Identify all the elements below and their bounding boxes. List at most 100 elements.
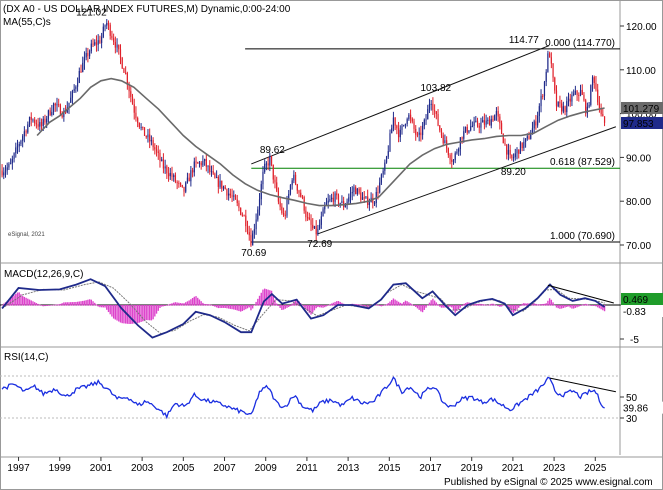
candle-body bbox=[125, 72, 127, 74]
macd-histogram-bar bbox=[231, 305, 233, 310]
macd-trendline bbox=[547, 284, 614, 304]
macd-histogram-bar bbox=[140, 305, 142, 322]
macd-histogram-bar bbox=[305, 305, 307, 310]
candle-body bbox=[399, 129, 401, 138]
candle-body bbox=[59, 105, 62, 116]
macd-histogram-bar bbox=[545, 303, 547, 306]
macd-histogram-bar bbox=[596, 305, 599, 308]
macd-histogram-bar bbox=[197, 297, 199, 306]
macd-histogram-bar bbox=[485, 304, 487, 306]
macd-histogram-bar bbox=[550, 299, 553, 306]
macd-histogram-bar bbox=[54, 304, 56, 306]
macd-histogram-bar bbox=[437, 304, 439, 306]
x-tick-label: 2019 bbox=[461, 463, 484, 474]
macd-histogram-bar bbox=[329, 304, 331, 306]
macd-histogram-bar bbox=[40, 305, 43, 306]
candle-body bbox=[500, 123, 503, 134]
macd-histogram-bar bbox=[260, 292, 262, 306]
candle-body bbox=[70, 97, 72, 103]
candle-body bbox=[600, 108, 602, 115]
candle-body bbox=[404, 123, 407, 125]
candle-body bbox=[322, 209, 324, 217]
candle-body bbox=[102, 26, 104, 37]
candle-body bbox=[444, 140, 446, 144]
candle-body bbox=[305, 210, 307, 218]
candle-body bbox=[597, 89, 599, 103]
candle-body bbox=[171, 172, 173, 177]
candle-body bbox=[56, 104, 58, 106]
candle-body bbox=[521, 142, 523, 149]
candle-body bbox=[409, 114, 412, 119]
macd-histogram-bar bbox=[602, 305, 604, 311]
candle-body bbox=[25, 131, 27, 133]
candle-body bbox=[253, 229, 255, 234]
candle-body bbox=[234, 195, 237, 200]
candle-body bbox=[42, 118, 44, 126]
macd-histogram-bar bbox=[66, 302, 68, 306]
macd-histogram-bar bbox=[13, 295, 15, 306]
candle-body bbox=[411, 118, 413, 122]
candle-body bbox=[284, 214, 286, 216]
candle-body bbox=[591, 77, 594, 86]
macd-histogram-bar bbox=[566, 305, 568, 307]
candle-body bbox=[389, 133, 391, 152]
candle-body bbox=[83, 57, 86, 63]
x-tick-label: 2017 bbox=[419, 463, 442, 474]
candle-body bbox=[495, 110, 498, 116]
macd-histogram-bar bbox=[380, 305, 383, 307]
macd-histogram-bar bbox=[37, 303, 39, 306]
price-annotation: 89.62 bbox=[260, 145, 285, 156]
candle-body bbox=[49, 110, 51, 115]
candle-body bbox=[571, 94, 573, 102]
candle-body bbox=[334, 193, 336, 202]
macd-histogram-bar bbox=[303, 305, 305, 308]
candle-body bbox=[149, 134, 151, 142]
footer-published: Published by eSignal © 2025 www.esignal.… bbox=[444, 477, 653, 488]
candle-body bbox=[130, 91, 132, 97]
candle-body bbox=[557, 101, 559, 107]
candle-body bbox=[355, 187, 357, 195]
candle-body bbox=[547, 53, 549, 72]
macd-histogram-bar bbox=[332, 302, 335, 306]
macd-histogram-bar bbox=[59, 303, 62, 306]
macd-histogram-bar bbox=[512, 305, 515, 313]
candle-body bbox=[131, 96, 134, 105]
candle-body bbox=[413, 121, 415, 129]
macd-histogram-bar bbox=[493, 304, 496, 306]
candle-body bbox=[166, 166, 168, 174]
macd-histogram-bar bbox=[82, 300, 84, 306]
macd-histogram-bar bbox=[124, 305, 127, 324]
candle-body bbox=[509, 149, 511, 155]
candle-body bbox=[320, 216, 322, 225]
candle-body bbox=[514, 153, 516, 158]
macd-histogram-bar bbox=[452, 305, 455, 311]
macd-histogram-bar bbox=[456, 305, 458, 312]
macd-histogram-bar bbox=[1, 305, 3, 306]
macd-histogram-bar bbox=[375, 304, 377, 306]
candle-body bbox=[68, 102, 70, 108]
candle-body bbox=[51, 111, 53, 115]
macd-histogram-bar bbox=[44, 305, 46, 307]
macd-histogram-bar bbox=[586, 304, 589, 306]
macd-histogram-bar bbox=[241, 305, 244, 312]
macd-histogram-bar bbox=[227, 305, 230, 309]
candle-body bbox=[145, 135, 147, 138]
candle-body bbox=[576, 90, 578, 95]
candle-body bbox=[183, 186, 185, 192]
macd-histogram-bar bbox=[308, 305, 311, 313]
candle-body bbox=[549, 53, 551, 58]
candle-body bbox=[135, 112, 137, 119]
candle-body bbox=[58, 104, 60, 106]
candle-body bbox=[423, 119, 425, 126]
macd-histogram-bar bbox=[270, 290, 273, 306]
candle-body bbox=[282, 213, 285, 215]
candle-body bbox=[181, 184, 183, 187]
candle-body bbox=[185, 182, 187, 192]
candle-body bbox=[550, 57, 552, 64]
macd-histogram-bar bbox=[85, 300, 87, 306]
candle-body bbox=[6, 167, 8, 171]
macd-histogram-bar bbox=[159, 305, 161, 308]
macd-histogram-bar bbox=[392, 298, 395, 306]
macd-histogram-bar bbox=[449, 305, 451, 307]
macd-histogram-bar bbox=[112, 305, 115, 319]
